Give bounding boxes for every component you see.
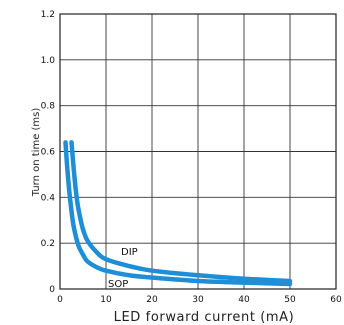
x-tick-label: 40 xyxy=(238,295,250,305)
series-line-dip xyxy=(69,140,293,284)
x-tick-label: 20 xyxy=(146,295,158,305)
x-tick-label: 50 xyxy=(284,295,296,305)
y-tick-label: 0.8 xyxy=(41,102,56,112)
plot-frame xyxy=(59,13,337,290)
series-layer xyxy=(63,140,293,287)
grid-layer xyxy=(60,14,336,289)
x-tick-label: 0 xyxy=(57,295,63,305)
y-tick-label: 0.2 xyxy=(41,239,55,249)
x-tick-label: 30 xyxy=(192,295,204,305)
x-tick-label: 60 xyxy=(330,295,342,305)
y-tick-label: 0 xyxy=(49,285,55,295)
y-tick-label: 0.4 xyxy=(41,193,56,203)
y-tick-label: 1.0 xyxy=(41,56,56,66)
y-axis-title: Turn on time (ms) xyxy=(31,108,42,198)
x-axis-title: LED forward current (mA) xyxy=(114,310,295,325)
ticks-layer: 0 10 20 30 40 50 60 0 0.2 0.4 0.6 0.8 1.0 1.2 xyxy=(41,10,342,305)
series-label-sop: SOP xyxy=(108,279,128,290)
x-tick-label: 10 xyxy=(100,295,112,305)
series-line-sop xyxy=(63,140,293,287)
y-tick-label: 0.6 xyxy=(41,148,56,158)
series-label-dip: DIP xyxy=(121,247,138,258)
y-tick-label: 1.2 xyxy=(41,10,55,20)
